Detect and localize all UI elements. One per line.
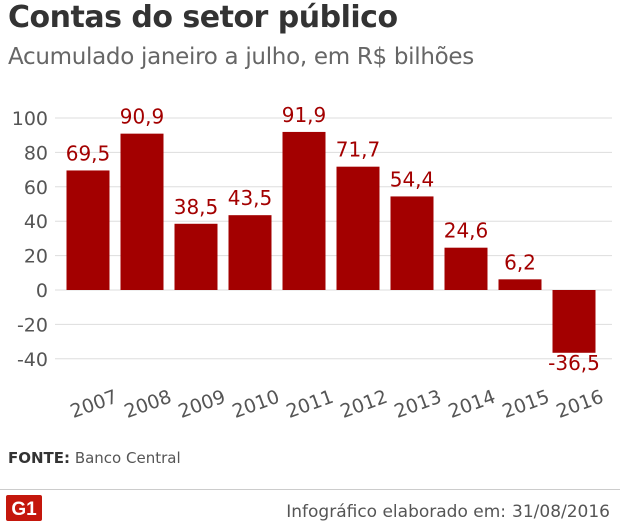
x-tick-label: 2009: [175, 386, 228, 423]
data-label-2013: 54,4: [390, 167, 435, 191]
x-tick-label: 2014: [445, 386, 498, 423]
x-tick-label: 2008: [121, 386, 174, 423]
bar-2007: [66, 170, 110, 290]
data-label-2008: 90,9: [120, 105, 165, 129]
credit-note: Infográfico elaborado em: 31/08/2016: [280, 502, 610, 522]
x-tick-label: 2012: [337, 386, 390, 423]
data-label-2009: 38,5: [174, 195, 219, 219]
y-tick-label: 0: [36, 280, 48, 302]
credit-date: 31/08/2016: [512, 502, 610, 522]
credit-label: Infográfico elaborado em:: [286, 502, 507, 522]
y-tick-label: 80: [24, 142, 48, 164]
data-label-2016: -36,5: [548, 351, 600, 375]
data-label-2012: 71,7: [336, 138, 381, 162]
source-note: FONTE: Banco Central: [8, 449, 181, 467]
data-labels: 69,5 90,9 38,5 43,5 91,9 71,7 54,4 24,6 6,2 -36,5: [66, 103, 600, 375]
g1-logo: G1: [6, 495, 42, 521]
data-label-2015: 6,2: [504, 250, 536, 274]
x-tick-label: 2016: [553, 386, 606, 423]
chart-subtitle: Acumulado janeiro a julho, em R$ bilhões: [8, 44, 474, 70]
data-label-2011: 91,9: [282, 103, 327, 127]
bar-2012: [336, 166, 380, 290]
source-label: FONTE:: [8, 449, 71, 467]
y-tick-label: -40: [17, 349, 48, 371]
bar-chart: 100 80 60 40 20 0 -20 -40 69,5 90,9 38,5 43,5 91,9 7…: [12, 103, 612, 423]
bar-2011: [282, 131, 326, 290]
y-tick-label: 100: [12, 108, 48, 130]
chart-title: Contas do setor público: [8, 0, 398, 35]
x-tick-label: 2013: [391, 386, 444, 423]
y-tick-label: 20: [24, 246, 48, 268]
footer-divider: [0, 489, 620, 490]
x-tick-label: 2015: [499, 386, 552, 423]
data-label-2010: 43,5: [228, 186, 273, 210]
bar-2015: [498, 279, 542, 290]
bar-2016: [552, 290, 596, 353]
data-label-2014: 24,6: [444, 219, 489, 243]
bar-2010: [228, 215, 272, 290]
data-label-2007: 69,5: [66, 141, 111, 165]
bar-2009: [174, 223, 218, 290]
x-axis-ticks: 2007 2008 2009 2010 2011 2012 2013 2014 2015 2016: [67, 386, 606, 423]
x-tick-label: 2010: [229, 386, 282, 423]
bar-2014: [444, 247, 488, 290]
x-tick-label: 2011: [283, 386, 336, 423]
y-tick-label: -20: [17, 314, 48, 336]
bar-2013: [390, 196, 434, 290]
source-value: Banco Central: [74, 449, 181, 467]
logo-text: G1: [11, 499, 37, 520]
bar-2008: [120, 133, 164, 290]
y-tick-label: 40: [24, 211, 48, 233]
y-axis-ticks: 100 80 60 40 20 0 -20 -40: [12, 108, 48, 371]
y-tick-label: 60: [24, 177, 48, 199]
bars: [66, 131, 596, 353]
x-tick-label: 2007: [67, 386, 120, 423]
